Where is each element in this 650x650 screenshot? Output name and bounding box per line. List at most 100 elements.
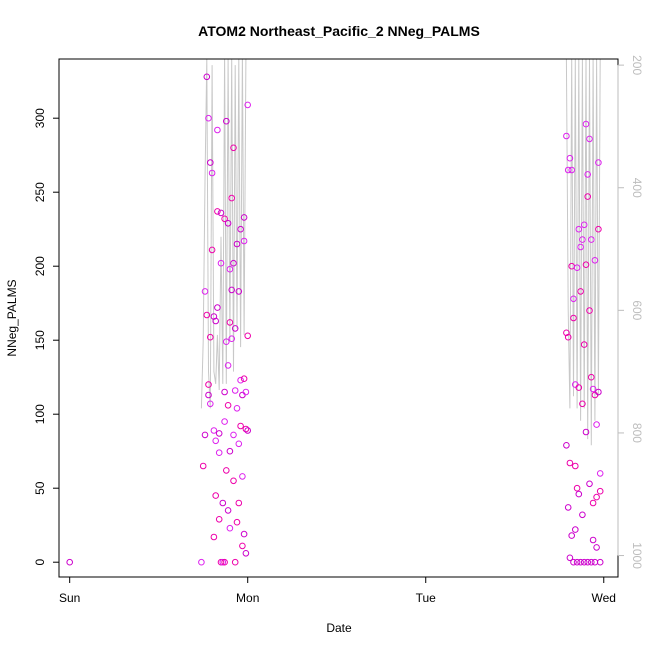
- data-point: [221, 558, 228, 566]
- data-point: [210, 427, 218, 434]
- data-point: [230, 477, 237, 485]
- data-point: [573, 558, 581, 566]
- data-point: [217, 209, 225, 217]
- data-point: [580, 558, 588, 566]
- data-point: [228, 286, 235, 294]
- data-point: [570, 314, 577, 322]
- data-point: [242, 388, 250, 396]
- data-point: [212, 317, 219, 325]
- data-point: [214, 304, 221, 311]
- x-axis-label: Date: [326, 621, 352, 635]
- y2-tick-label: 400: [630, 178, 644, 198]
- data-point: [235, 499, 243, 507]
- data-point: [208, 246, 216, 254]
- data-point: [235, 440, 243, 448]
- data-point: [231, 387, 239, 394]
- x-tick-label: Tue: [416, 591, 437, 605]
- y2-tick-label: 1000: [630, 542, 644, 569]
- data-point: [586, 135, 593, 143]
- data-point: [564, 504, 572, 511]
- data-point: [244, 427, 251, 434]
- data-point: [230, 144, 237, 152]
- data-point: [568, 166, 576, 174]
- data-point: [224, 402, 232, 409]
- chart-title: ATOM2 Northeast_Pacific_2 NNeg_PALMS: [198, 23, 480, 39]
- data-point: [214, 126, 221, 134]
- y-tick-label: 300: [33, 108, 47, 128]
- data-point: [201, 288, 209, 295]
- data-point: [588, 558, 595, 566]
- data-point: [582, 261, 590, 269]
- x-tick-label: Sun: [59, 591, 80, 605]
- data-point: [584, 558, 592, 566]
- data-point: [233, 240, 241, 248]
- data-point: [217, 558, 225, 566]
- data-point: [215, 430, 223, 437]
- data-point: [231, 325, 239, 332]
- data-point: [223, 117, 230, 125]
- data-point: [239, 542, 246, 550]
- data-point: [201, 431, 209, 439]
- data-point: [223, 338, 230, 346]
- data-point: [577, 243, 584, 251]
- data-point: [224, 507, 232, 514]
- data-point: [579, 511, 586, 519]
- data-point: [596, 470, 604, 477]
- data-point: [596, 558, 604, 566]
- data-point: [595, 388, 602, 396]
- data-point: [66, 558, 73, 566]
- data-point: [579, 236, 586, 243]
- data-point: [226, 524, 234, 532]
- data-point: [221, 418, 228, 425]
- data-point: [570, 295, 577, 303]
- data-point: [575, 490, 583, 498]
- data-point: [207, 400, 214, 408]
- y-tick-label: 150: [33, 330, 47, 350]
- data-point: [584, 171, 592, 178]
- data-point: [223, 467, 230, 474]
- y-axis: 0 50 100 150 200 250 300: [33, 108, 60, 566]
- data-point: [233, 405, 241, 412]
- data-point: [586, 307, 593, 314]
- data-point: [242, 550, 250, 557]
- data-point: [210, 533, 218, 541]
- data-point: [563, 329, 570, 337]
- data-point: [588, 236, 595, 243]
- y-tick-label: 200: [33, 256, 47, 276]
- data-point: [205, 114, 212, 122]
- data-point: [584, 193, 592, 200]
- pressure-series-line: [200, 59, 601, 446]
- data-point: [198, 558, 205, 566]
- data-point: [242, 425, 250, 433]
- data-point: [589, 536, 597, 544]
- data-point: [572, 526, 579, 533]
- y2-tick-label: 600: [630, 300, 644, 320]
- data-point: [566, 459, 574, 467]
- pressure-line-layer: [200, 59, 601, 446]
- data-point: [582, 428, 590, 436]
- secondary-y-axis: 200 400 600 800 1000: [617, 55, 644, 569]
- data-point: [224, 362, 232, 369]
- data-point: [575, 225, 583, 233]
- data-point: [215, 516, 223, 523]
- data-point: [230, 431, 237, 439]
- data-point: [575, 384, 583, 391]
- data-point: [572, 462, 579, 470]
- data-point: [226, 319, 234, 326]
- data-point: [564, 333, 572, 341]
- points-layer: [66, 73, 604, 566]
- data-point: [580, 341, 588, 348]
- y2-tick-label: 800: [630, 423, 644, 443]
- data-point: [593, 544, 600, 551]
- data-point: [240, 214, 248, 221]
- y2-tick-label: 200: [630, 55, 644, 75]
- data-point: [240, 375, 248, 383]
- data-point: [593, 493, 600, 501]
- data-point: [214, 208, 221, 215]
- data-point: [203, 73, 211, 81]
- x-axis: Sun Mon Tue Wed: [59, 576, 616, 605]
- data-point: [589, 499, 597, 507]
- data-point: [217, 259, 225, 267]
